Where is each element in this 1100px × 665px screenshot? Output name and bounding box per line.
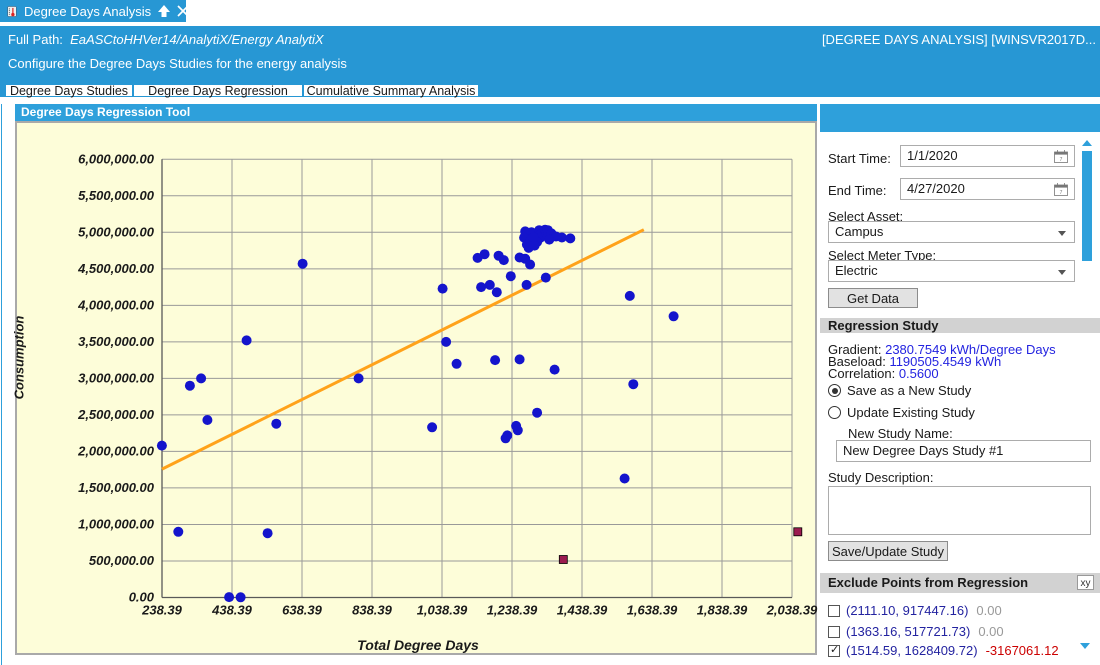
svg-text:3,500,000.00: 3,500,000.00 xyxy=(78,334,155,349)
svg-text:3,000,000.00: 3,000,000.00 xyxy=(78,370,155,385)
svg-text:5,500,000.00: 5,500,000.00 xyxy=(78,188,155,203)
svg-text:1,038.39: 1,038.39 xyxy=(417,603,468,618)
svg-text:2,038.39: 2,038.39 xyxy=(766,603,818,618)
svg-text:7: 7 xyxy=(1060,190,1063,196)
svg-text:838.39: 838.39 xyxy=(352,603,393,618)
svg-text:1,438.39: 1,438.39 xyxy=(557,603,608,618)
svg-text:238.39: 238.39 xyxy=(141,603,183,618)
svg-text:1,638.39: 1,638.39 xyxy=(627,603,678,618)
svg-text:4,000,000.00: 4,000,000.00 xyxy=(77,297,155,312)
svg-text:1,838.39: 1,838.39 xyxy=(697,603,748,618)
svg-text:2,000,000.00: 2,000,000.00 xyxy=(77,443,155,458)
svg-text:638.39: 638.39 xyxy=(282,603,323,618)
svg-text:1,500,000.00: 1,500,000.00 xyxy=(78,480,155,495)
svg-text:5,000,000.00: 5,000,000.00 xyxy=(78,224,155,239)
svg-text:4,500,000.00: 4,500,000.00 xyxy=(77,261,155,276)
svg-text:438.39: 438.39 xyxy=(211,603,253,618)
svg-text:1,000,000.00: 1,000,000.00 xyxy=(78,517,155,532)
svg-text:500,000.00: 500,000.00 xyxy=(89,553,155,568)
svg-text:7: 7 xyxy=(1060,157,1063,163)
svg-text:1,238.39: 1,238.39 xyxy=(487,603,538,618)
svg-text:6,000,000.00: 6,000,000.00 xyxy=(78,151,155,166)
svg-text:2,500,000.00: 2,500,000.00 xyxy=(77,407,155,422)
